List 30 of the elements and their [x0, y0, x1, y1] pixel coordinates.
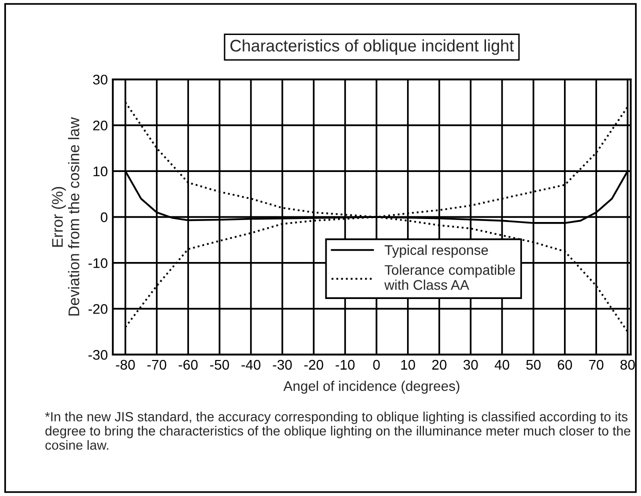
x-tick-label: -70: [147, 360, 166, 370]
y-tick-label: -30: [88, 350, 108, 360]
x-tick-label: 10: [401, 360, 416, 370]
x-tick-label: 60: [558, 360, 572, 370]
x-tick-label: 20: [432, 360, 446, 370]
x-tick-label: 40: [494, 360, 510, 370]
x-tick-label: -60: [178, 360, 198, 370]
x-tick-label: -80: [116, 360, 135, 370]
text: *In the new JIS standard, the accuracy corresponding to oblique lighting is classified according to its degree to bring the characteristics of the oblique lighting on the illuminance meter much closer to the cosine law.: [45, 412, 630, 450]
y-tick-label: 20: [93, 120, 108, 130]
x-tick-label: -20: [304, 360, 324, 370]
y-tick-label: 0: [100, 212, 108, 222]
x-axis-title: Angel of incidence (degrees): [283, 380, 460, 394]
y-tick-label: -10: [88, 258, 108, 268]
x-tick-label: -40: [242, 360, 260, 370]
x-tick-label: 0: [373, 360, 380, 370]
x-tick-label: 50: [526, 360, 541, 370]
y-tick-label: -20: [88, 304, 108, 314]
legend-label: Typical response: [384, 244, 488, 258]
x-tick-label: 80: [620, 360, 635, 370]
y-tick-label: 30: [93, 74, 108, 85]
y-tick-label: 10: [94, 166, 108, 176]
x-tick-label: -30: [272, 360, 292, 370]
y-axis-title: Error (%) Deviation from the cosine law: [52, 117, 80, 316]
legend-label: Tolerance compatible with Class AA: [384, 264, 515, 290]
x-tick-label: -10: [336, 360, 355, 370]
x-tick-label: -50: [210, 360, 230, 370]
x-tick-label: 70: [589, 360, 604, 370]
x-tick-label: 30: [463, 360, 478, 370]
chart-title: Characteristics of oblique incident light: [230, 39, 514, 55]
